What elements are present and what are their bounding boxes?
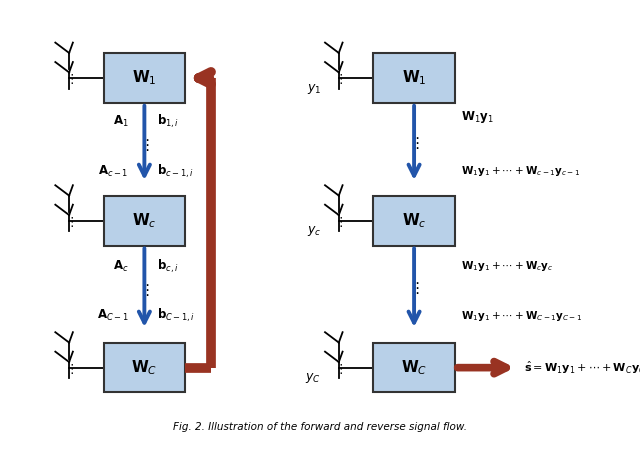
Text: $y_C$: $y_C$ bbox=[305, 371, 321, 385]
FancyBboxPatch shape bbox=[373, 343, 455, 393]
Text: $\mathbf{W}_1\mathbf{y}_1 + \cdots + \mathbf{W}_{C-1}\mathbf{y}_{C-1}$: $\mathbf{W}_1\mathbf{y}_1 + \cdots + \ma… bbox=[461, 309, 582, 323]
Text: $y_1$: $y_1$ bbox=[307, 82, 321, 96]
FancyBboxPatch shape bbox=[104, 53, 185, 103]
Text: $\vdots$: $\vdots$ bbox=[65, 72, 74, 86]
Text: $\vdots$: $\vdots$ bbox=[409, 280, 419, 296]
Text: $\mathbf{W}_1$: $\mathbf{W}_1$ bbox=[402, 69, 426, 87]
Text: $\mathbf{W}_c$: $\mathbf{W}_c$ bbox=[402, 211, 426, 230]
FancyBboxPatch shape bbox=[104, 196, 185, 246]
Text: $\mathbf{W}_c$: $\mathbf{W}_c$ bbox=[132, 211, 157, 230]
FancyBboxPatch shape bbox=[373, 196, 455, 246]
Text: $\mathbf{A}_{C-1}$: $\mathbf{A}_{C-1}$ bbox=[97, 308, 129, 324]
Text: $\mathbf{A}_{c-1}$: $\mathbf{A}_{c-1}$ bbox=[99, 163, 129, 178]
Text: $\vdots$: $\vdots$ bbox=[65, 215, 74, 229]
Text: $\vdots$: $\vdots$ bbox=[334, 72, 343, 86]
Text: $\mathbf{b}_{c,i}$: $\mathbf{b}_{c,i}$ bbox=[157, 258, 179, 275]
Text: $\mathbf{A}_c$: $\mathbf{A}_c$ bbox=[113, 258, 129, 273]
Text: $\vdots$: $\vdots$ bbox=[139, 137, 150, 153]
Text: $\vdots$: $\vdots$ bbox=[334, 362, 343, 376]
Text: $\hat{\mathbf{s}} = \mathbf{W}_1\mathbf{y}_1 + \cdots + \mathbf{W}_C\mathbf{y}_C: $\hat{\mathbf{s}} = \mathbf{W}_1\mathbf{… bbox=[524, 359, 640, 376]
Text: $\mathbf{W}_C$: $\mathbf{W}_C$ bbox=[401, 358, 428, 377]
FancyBboxPatch shape bbox=[104, 343, 185, 393]
Text: $y_c$: $y_c$ bbox=[307, 224, 321, 238]
FancyBboxPatch shape bbox=[373, 53, 455, 103]
Text: $\mathbf{b}_{c-1,i}$: $\mathbf{b}_{c-1,i}$ bbox=[157, 162, 194, 180]
Text: $\mathbf{W}_C$: $\mathbf{W}_C$ bbox=[131, 358, 157, 377]
Text: $\vdots$: $\vdots$ bbox=[409, 135, 419, 151]
Text: $\vdots$: $\vdots$ bbox=[65, 362, 74, 376]
Text: $\vdots$: $\vdots$ bbox=[334, 215, 343, 229]
Text: Fig. 2. Illustration of the forward and reverse signal flow.: Fig. 2. Illustration of the forward and … bbox=[173, 423, 467, 432]
Text: $\mathbf{W}_1\mathbf{y}_1 + \cdots + \mathbf{W}_c\mathbf{y}_c$: $\mathbf{W}_1\mathbf{y}_1 + \cdots + \ma… bbox=[461, 259, 554, 273]
Text: $\mathbf{b}_{1,i}$: $\mathbf{b}_{1,i}$ bbox=[157, 112, 179, 130]
Text: $\mathbf{W}_1\mathbf{y}_1 + \cdots + \mathbf{W}_{c-1}\mathbf{y}_{c-1}$: $\mathbf{W}_1\mathbf{y}_1 + \cdots + \ma… bbox=[461, 164, 580, 178]
Text: $\mathbf{A}_1$: $\mathbf{A}_1$ bbox=[113, 114, 129, 129]
Text: $\mathbf{W}_1$: $\mathbf{W}_1$ bbox=[132, 69, 157, 87]
Text: $\mathbf{b}_{C-1,i}$: $\mathbf{b}_{C-1,i}$ bbox=[157, 307, 195, 324]
Text: $\vdots$: $\vdots$ bbox=[139, 282, 150, 298]
Text: $\mathbf{W}_1\mathbf{y}_1$: $\mathbf{W}_1\mathbf{y}_1$ bbox=[461, 109, 494, 125]
